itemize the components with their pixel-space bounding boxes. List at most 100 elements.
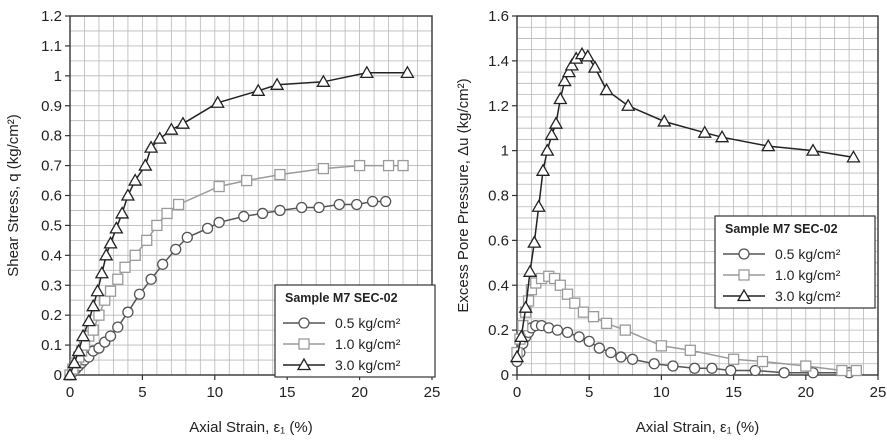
data-point	[351, 198, 363, 211]
data-point	[727, 353, 740, 365]
y-tick-label: 1.2	[488, 98, 509, 115]
data-point	[313, 201, 325, 214]
legend-title: Sample M7 SEC-02	[285, 291, 398, 305]
data-point	[151, 219, 163, 232]
data-point	[846, 150, 861, 163]
data-point	[296, 201, 308, 214]
data-point	[527, 235, 542, 248]
x-tick-label: 0	[513, 384, 521, 401]
data-point	[725, 364, 737, 377]
data-point	[120, 188, 136, 201]
data-point	[251, 83, 266, 96]
data-point	[238, 210, 250, 223]
data-point	[697, 125, 712, 138]
data-point	[109, 221, 124, 234]
series-square	[511, 270, 862, 377]
data-point	[172, 198, 185, 211]
y-tick-label: 0.8	[41, 128, 62, 145]
legend-marker	[296, 357, 312, 371]
legend-marker	[298, 317, 310, 329]
x-tick-label: 5	[585, 384, 593, 401]
data-point	[544, 127, 559, 141]
data-point	[688, 362, 701, 374]
data-point	[518, 300, 533, 313]
legend-entry-label: 1.0 kg/cm²	[335, 336, 401, 352]
legend-marker	[298, 338, 310, 350]
data-point	[535, 163, 551, 176]
data-point	[62, 367, 78, 381]
data-point	[615, 351, 627, 363]
data-point	[274, 204, 286, 217]
x-tick-label: 10	[206, 384, 223, 401]
data-point	[577, 306, 590, 318]
data-point	[714, 129, 730, 143]
data-point	[580, 49, 595, 62]
y-tick-label: 0.6	[488, 232, 509, 249]
data-point	[112, 273, 124, 285]
data-point	[94, 265, 109, 279]
y-tick-label: 1	[54, 68, 62, 85]
series-triangle	[509, 46, 861, 363]
legend-marker	[736, 288, 752, 302]
legend-marker	[738, 248, 750, 260]
data-point	[213, 180, 225, 193]
data-point	[112, 321, 124, 333]
data-point	[561, 288, 574, 300]
data-point	[836, 364, 848, 377]
data-point	[122, 306, 134, 318]
data-point	[93, 309, 105, 321]
data-point	[67, 355, 82, 369]
data-point	[86, 298, 101, 312]
data-point	[573, 331, 585, 343]
x-tick-label: 5	[138, 384, 146, 401]
legend: Sample M7 SEC-02 0.5 kg/cm² 1.0 kg/cm² 3.0 …	[714, 215, 876, 309]
legend-entry-label: 1.0 kg/cm²	[775, 267, 841, 283]
data-point	[317, 162, 330, 175]
data-point	[359, 65, 374, 78]
data-point	[170, 243, 182, 256]
x-tick-label: 25	[424, 384, 441, 401]
data-point	[181, 231, 193, 244]
x-tick-label: 10	[653, 384, 670, 401]
data-point	[353, 159, 366, 172]
data-point	[626, 353, 639, 365]
data-point	[175, 116, 191, 129]
data-point	[119, 261, 131, 273]
data-point	[605, 346, 617, 359]
data-point	[778, 367, 790, 379]
data-point	[548, 116, 564, 129]
data-point	[761, 138, 776, 152]
data-point	[397, 159, 409, 172]
data-point	[213, 216, 225, 229]
data-point	[749, 364, 761, 377]
data-point	[366, 195, 379, 208]
data-point	[115, 206, 130, 219]
data-point	[561, 64, 577, 78]
data-point	[71, 343, 86, 357]
data-point	[90, 283, 105, 297]
data-point	[129, 249, 141, 261]
data-point	[684, 344, 696, 356]
data-point	[621, 98, 636, 111]
legend-marker	[738, 269, 750, 281]
data-point	[587, 311, 600, 323]
legend-entry-label: 0.5 kg/cm²	[335, 315, 401, 331]
data-point	[599, 82, 614, 96]
y-tick-label: 1	[501, 143, 509, 160]
data-point	[256, 207, 269, 220]
y-tick-label: 1.2	[41, 8, 62, 25]
data-point	[75, 328, 91, 342]
data-point	[593, 342, 605, 354]
data-point	[706, 362, 718, 374]
x-tick-label: 0	[66, 384, 74, 401]
y-tick-label: 0	[501, 367, 509, 384]
x-axis-label: Axial Strain, ε₁ (%)	[189, 419, 312, 436]
y-tick-label: 0.2	[41, 307, 62, 324]
y-tick-label: 0.9	[41, 98, 62, 115]
legend-title: Sample M7 SEC-02	[725, 222, 838, 236]
data-point	[548, 272, 561, 285]
data-point	[553, 91, 568, 105]
y-tick-label: 0.6	[41, 188, 62, 205]
